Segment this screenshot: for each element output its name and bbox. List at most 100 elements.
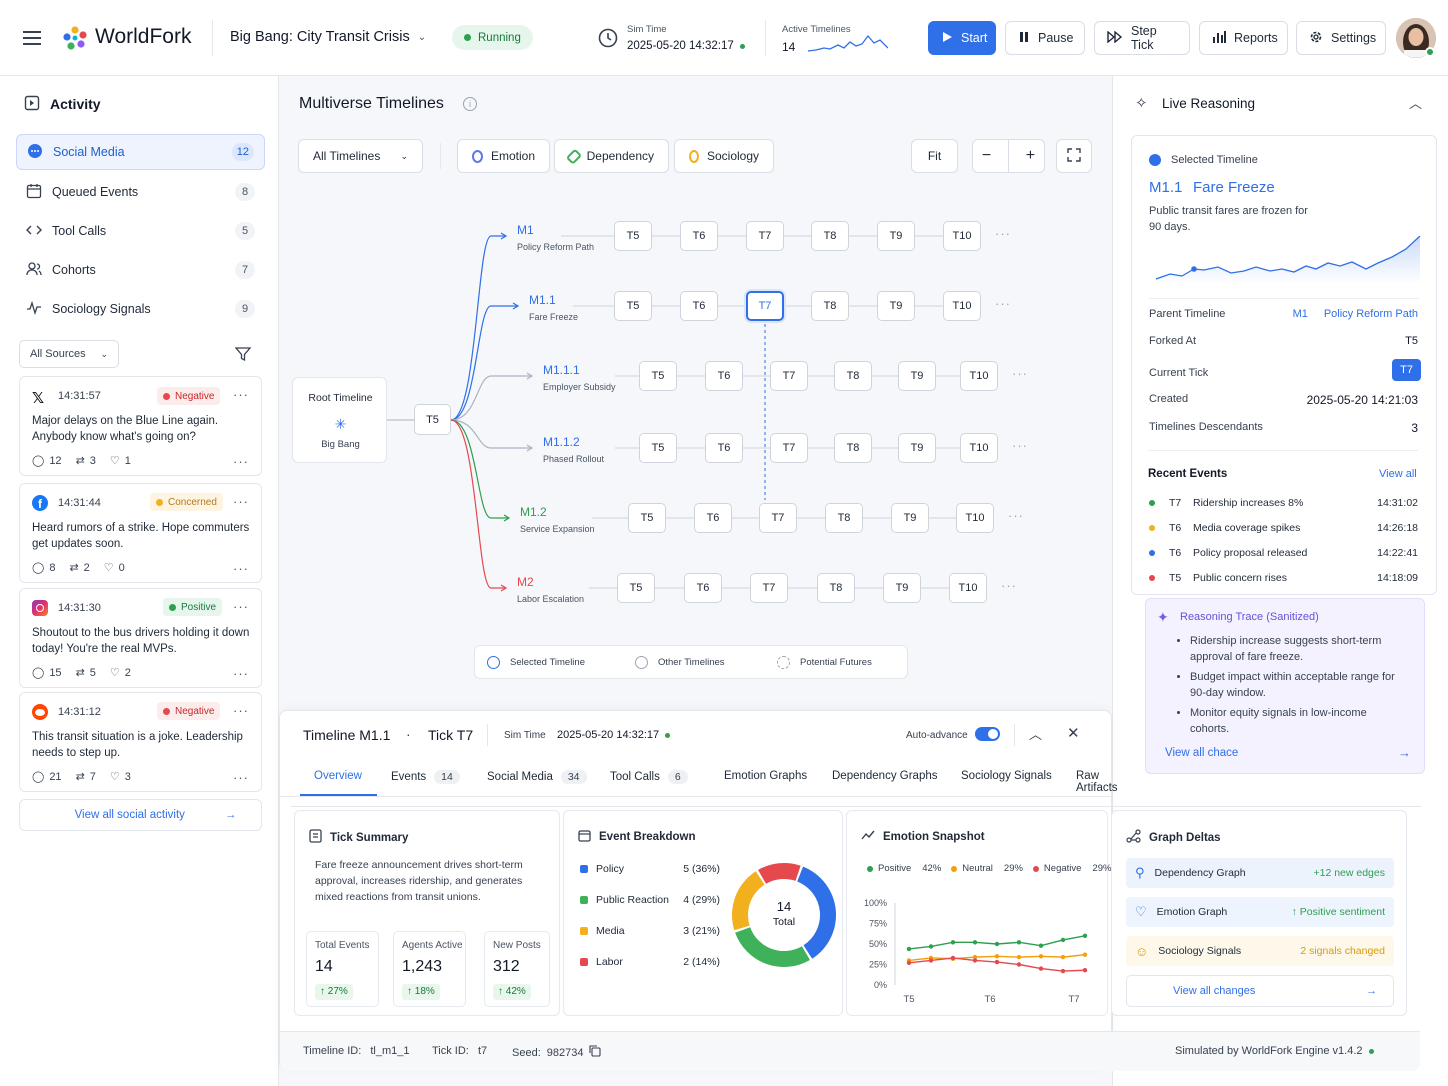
more-ticks-icon[interactable]: ···: [1012, 438, 1028, 453]
graph-delta-row[interactable]: ♡ Emotion Graph ↑ Positive sentiment: [1126, 897, 1394, 927]
root-tick[interactable]: T5: [414, 404, 451, 435]
timeline-label[interactable]: M2: [517, 575, 534, 589]
reply-count[interactable]: ◯ 12: [32, 454, 62, 468]
sidebar-item-tool-calls[interactable]: Tool Calls 5: [16, 213, 265, 249]
pause-button[interactable]: Pause: [1005, 21, 1085, 55]
tick-node[interactable]: T10: [943, 291, 981, 321]
tick-node[interactable]: T10: [960, 361, 998, 391]
recent-event-row[interactable]: T6 Policy proposal released 14:22:41: [1149, 547, 1418, 559]
more-ticks-icon[interactable]: ···: [995, 226, 1011, 241]
tick-node[interactable]: T6: [680, 221, 718, 251]
repost-count[interactable]: ⇄ 3: [75, 454, 96, 468]
tab-social-media[interactable]: Social Media 34: [487, 770, 587, 784]
tick-node[interactable]: T7: [746, 221, 784, 251]
tick-node[interactable]: T6: [684, 573, 722, 603]
like-count[interactable]: ♡ 2: [109, 666, 131, 680]
more-icon[interactable]: ···: [233, 666, 249, 681]
fullscreen-button[interactable]: [1056, 139, 1092, 173]
tab-raw-artifacts[interactable]: Raw Artifacts: [1076, 770, 1118, 794]
more-ticks-icon[interactable]: ···: [1012, 366, 1028, 381]
tick-node[interactable]: T9: [898, 361, 936, 391]
tick-node[interactable]: T8: [834, 361, 872, 391]
like-count[interactable]: ♡ 3: [109, 770, 131, 784]
parent-timeline-id[interactable]: M1: [1292, 308, 1308, 320]
view-all-social-link[interactable]: View all social activity →: [19, 799, 262, 831]
info-icon[interactable]: i: [463, 97, 477, 111]
tick-node[interactable]: T6: [705, 433, 743, 463]
menu-icon[interactable]: [22, 29, 42, 47]
graph-delta-row[interactable]: ☺ Sociology Signals 2 signals changed: [1126, 936, 1394, 966]
timeline-filter-select[interactable]: All Timelines ⌄: [298, 139, 423, 173]
settings-button[interactable]: Settings: [1296, 21, 1386, 55]
step-tick-button[interactable]: Step Tick: [1094, 21, 1190, 55]
tick-node[interactable]: T9: [883, 573, 921, 603]
like-count[interactable]: ♡ 1: [109, 454, 131, 468]
tick-node[interactable]: T6: [694, 503, 732, 533]
tick-node[interactable]: T6: [705, 361, 743, 391]
tick-node[interactable]: T5: [639, 433, 677, 463]
tick-node[interactable]: T7: [759, 503, 797, 533]
auto-advance-toggle[interactable]: [975, 727, 1000, 741]
start-button[interactable]: Start: [928, 21, 996, 55]
tick-node[interactable]: T5: [614, 221, 652, 251]
tick-node[interactable]: T5: [628, 503, 666, 533]
tick-node[interactable]: T7: [750, 573, 788, 603]
timeline-label[interactable]: M1.2: [520, 505, 547, 519]
recent-event-row[interactable]: T6 Media coverage spikes 14:26:18: [1149, 522, 1418, 534]
more-ticks-icon[interactable]: ···: [1008, 508, 1024, 523]
collapse-chevron-icon[interactable]: ︿: [1409, 96, 1423, 111]
social-post[interactable]: f 14:31:44 Concerned ··· Heard rumors of…: [19, 483, 262, 583]
reply-count[interactable]: ◯ 8: [32, 561, 56, 575]
more-ticks-icon[interactable]: ···: [1001, 578, 1017, 593]
recent-event-row[interactable]: T5 Public concern rises 14:18:09: [1149, 572, 1418, 584]
fit-button[interactable]: Fit: [911, 139, 958, 173]
social-post[interactable]: 14:31:30 Positive ··· Shoutout to the bu…: [19, 588, 262, 688]
tick-node[interactable]: T10: [956, 503, 994, 533]
tab-events[interactable]: Events 14: [391, 770, 460, 784]
more-icon[interactable]: ···: [233, 387, 249, 402]
more-icon[interactable]: ···: [233, 770, 249, 785]
tick-node[interactable]: T9: [891, 503, 929, 533]
filter-icon[interactable]: [234, 346, 252, 365]
sources-filter[interactable]: All Sources ⌄: [19, 340, 119, 368]
sidebar-item-queued-events[interactable]: Queued Events 8: [16, 174, 265, 210]
tick-node[interactable]: T10: [943, 221, 981, 251]
reports-button[interactable]: Reports: [1199, 21, 1288, 55]
zoom-out-button[interactable]: −: [981, 147, 992, 164]
timeline-label[interactable]: M1.1.1: [543, 363, 580, 377]
tick-node[interactable]: T8: [834, 433, 872, 463]
tick-node[interactable]: T6: [680, 291, 718, 321]
more-icon[interactable]: ···: [233, 454, 249, 469]
sidebar-item-social-media[interactable]: Social Media 12: [16, 134, 265, 170]
view-all-changes-link[interactable]: View all changes →: [1126, 975, 1394, 1007]
tick-node[interactable]: T9: [898, 433, 936, 463]
like-count[interactable]: ♡ 0: [103, 561, 125, 575]
root-timeline-node[interactable]: Root Timeline ✳ Big Bang: [292, 377, 387, 463]
tick-node[interactable]: T5: [639, 361, 677, 391]
tick-node[interactable]: T7: [770, 433, 808, 463]
repost-count[interactable]: ⇄ 5: [75, 666, 96, 680]
timeline-label[interactable]: M1: [517, 223, 534, 237]
trace-link[interactable]: View all chace: [1165, 747, 1239, 759]
tick-node[interactable]: T10: [949, 573, 987, 603]
timeline-label[interactable]: M1.1: [529, 293, 556, 307]
tick-node[interactable]: T7: [770, 361, 808, 391]
tick-node[interactable]: T10: [960, 433, 998, 463]
sidebar-item-sociology-signals[interactable]: Sociology Signals 9: [16, 291, 265, 327]
tab-tool-calls[interactable]: Tool Calls 6: [610, 770, 688, 784]
graph-delta-row[interactable]: ⚲ Dependency Graph +12 new edges: [1126, 858, 1394, 888]
tab-sociology-signals[interactable]: Sociology Signals: [961, 770, 1052, 782]
tab-dependency-graphs[interactable]: Dependency Graphs: [832, 770, 937, 782]
collapse-chevron-icon[interactable]: ︿: [1029, 727, 1043, 742]
reply-count[interactable]: ◯ 15: [32, 666, 62, 680]
social-post[interactable]: 14:31:12 Negative ··· This transit situa…: [19, 692, 262, 792]
sociology-toggle[interactable]: Sociology: [674, 139, 774, 173]
scenario-selector[interactable]: Big Bang: City Transit Crisis ⌄: [230, 29, 426, 45]
tick-node[interactable]: T7: [746, 291, 784, 321]
timeline-label[interactable]: M1.1.2: [543, 435, 580, 449]
zoom-in-button[interactable]: +: [1025, 147, 1036, 164]
tick-node[interactable]: T9: [877, 221, 915, 251]
more-ticks-icon[interactable]: ···: [995, 296, 1011, 311]
tick-node[interactable]: T8: [817, 573, 855, 603]
tab-overview[interactable]: Overview: [314, 770, 362, 782]
